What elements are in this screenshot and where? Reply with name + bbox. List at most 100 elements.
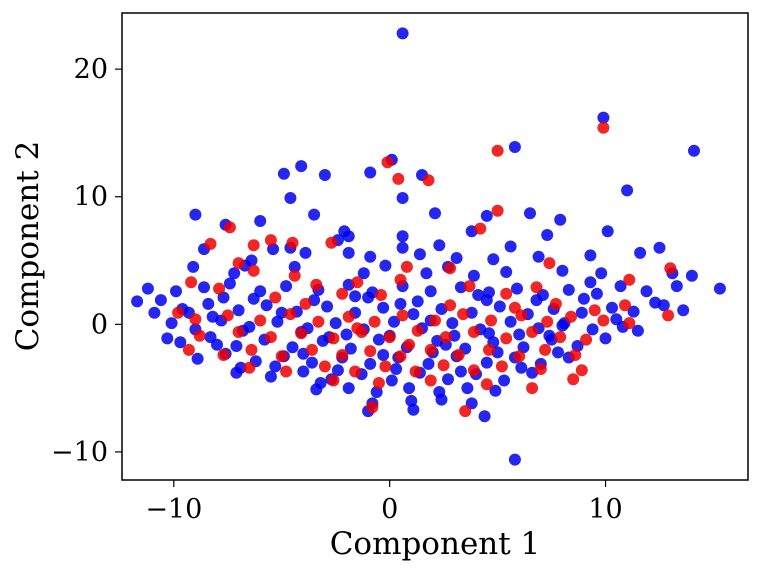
scatter-point [619,299,631,312]
scatter-point [392,172,405,185]
scatter-point [342,246,355,259]
scatter-point [170,285,182,298]
scatter-point [504,240,517,253]
scatter-point [454,365,467,378]
scatter-point [411,295,424,308]
scatter-point [480,209,493,222]
scatter-point [485,314,498,327]
scatter-point [223,221,236,234]
scatter-point [513,328,526,341]
scatter-point [478,410,491,423]
scatter-point [204,237,217,250]
scatter-point [379,259,392,272]
scatter-point [245,254,258,267]
scatter-point [295,327,308,340]
scatter-point [275,350,288,363]
scatter-point [230,340,243,352]
scatter-point [277,167,290,180]
scatter-point [264,234,277,247]
scatter-point [534,363,547,375]
scatter-point [223,277,236,290]
scatter-point [372,377,385,389]
scatter-point [584,276,597,289]
scatter-point [491,144,504,157]
scatter-point [442,373,454,386]
scatter-point [435,393,448,406]
scatter-point [429,207,441,220]
scatter-point [187,260,200,273]
scatter-point [247,239,260,252]
scatter-point [407,403,420,416]
scatter-point [515,361,528,374]
scatter-point [234,361,247,374]
scatter-point [228,267,241,280]
scatter-point [318,169,331,181]
scatter-point [383,331,396,344]
scatter-point [457,308,470,321]
scatter-point [286,236,299,249]
scatter-point [403,338,416,351]
scatter-point [483,327,495,340]
scatter-point [288,260,301,273]
scatter-point [437,359,450,372]
scatter-point [193,329,206,342]
scatter-point [446,317,459,330]
x-tick-label: 10 [588,494,622,525]
scatter-point [388,315,400,328]
scatter-point [571,340,584,352]
scatter-point [543,257,556,270]
scatter-point [532,250,545,263]
scatter-point [452,349,465,361]
scatter-point [141,282,154,295]
scatter-point [191,352,204,365]
scatter-point [653,241,666,254]
scatter-point [327,332,340,345]
scatter-point [331,364,344,377]
scatter-point [306,356,318,369]
scatter-point [232,304,245,317]
scatter-point [413,248,426,261]
scatter-point [444,262,457,275]
scatter-point [254,215,267,227]
scatter-point [314,377,327,389]
scatter-point [232,326,245,338]
ticks-layer: −10 0 10 −10 0 10 20 [51,54,623,525]
scatter-point [351,322,364,335]
scatter-point [407,308,420,321]
scatter-point [487,253,500,266]
scatter-point [597,314,610,327]
scatter-point [508,453,521,466]
scatter-point [424,285,437,298]
scatter-point [498,374,511,387]
scatter-point [297,365,310,378]
scatter-point [549,297,562,310]
scatter-point [379,360,392,373]
scatter-point [597,121,610,134]
scatter-point [450,252,463,264]
x-tick-label: 0 [381,494,398,525]
scatter-point [493,300,506,313]
scatter-point [422,357,435,370]
scatter-point [247,292,260,305]
scatter-point [325,236,338,249]
scatter-point [556,319,569,332]
scatter-point [375,289,387,301]
scatter-point [243,361,256,374]
scatter-point [165,317,178,330]
scatter-point [517,341,530,354]
scatter-point [621,184,634,197]
scatter-point [586,323,599,336]
scatter-point [601,225,614,238]
scatter-point [267,243,280,256]
scatter-point [459,405,472,418]
scatter-point [491,204,504,217]
scatter-point [351,276,364,289]
scatter-point [396,230,409,243]
scatter-point [480,356,493,369]
scatter-point [526,326,539,338]
scatter-point [420,267,433,280]
scatter-point [182,343,195,356]
scatter-point [318,360,331,373]
scatter-point [280,365,293,378]
y-axis-label: Component 2 [10,141,46,352]
